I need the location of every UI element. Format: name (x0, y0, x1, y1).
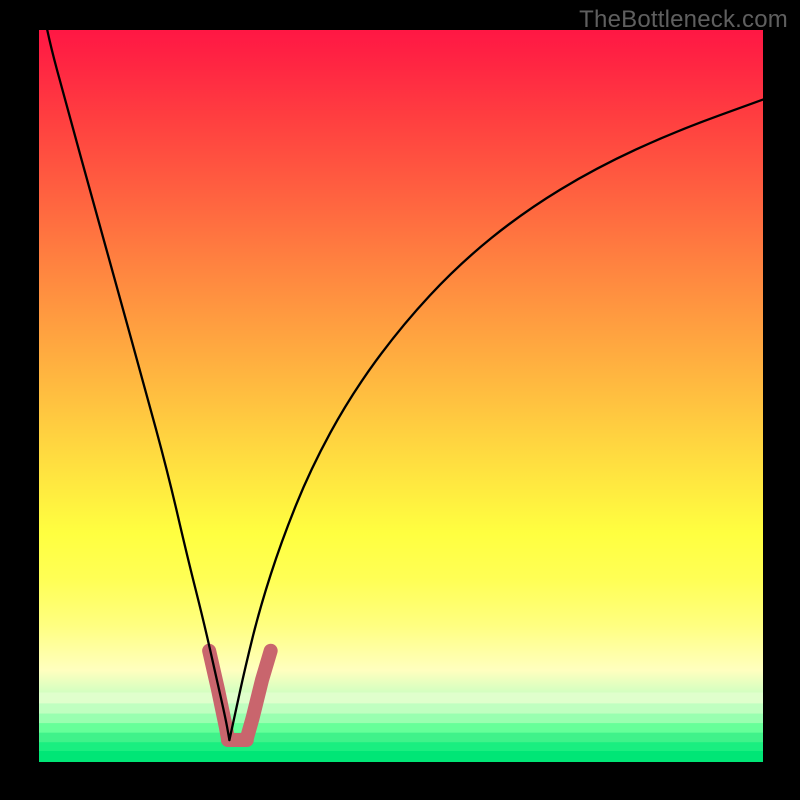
floor-band (39, 703, 763, 713)
plot-area (39, 30, 763, 762)
chart-outer-frame: TheBottleneck.com (0, 0, 800, 800)
floor-band (39, 733, 763, 743)
floor-band (39, 723, 763, 733)
bottleneck-curve-svg (39, 30, 763, 762)
floor-band (39, 751, 763, 762)
floor-band (39, 714, 763, 724)
floor-band (39, 742, 763, 751)
floor-band (39, 692, 763, 703)
